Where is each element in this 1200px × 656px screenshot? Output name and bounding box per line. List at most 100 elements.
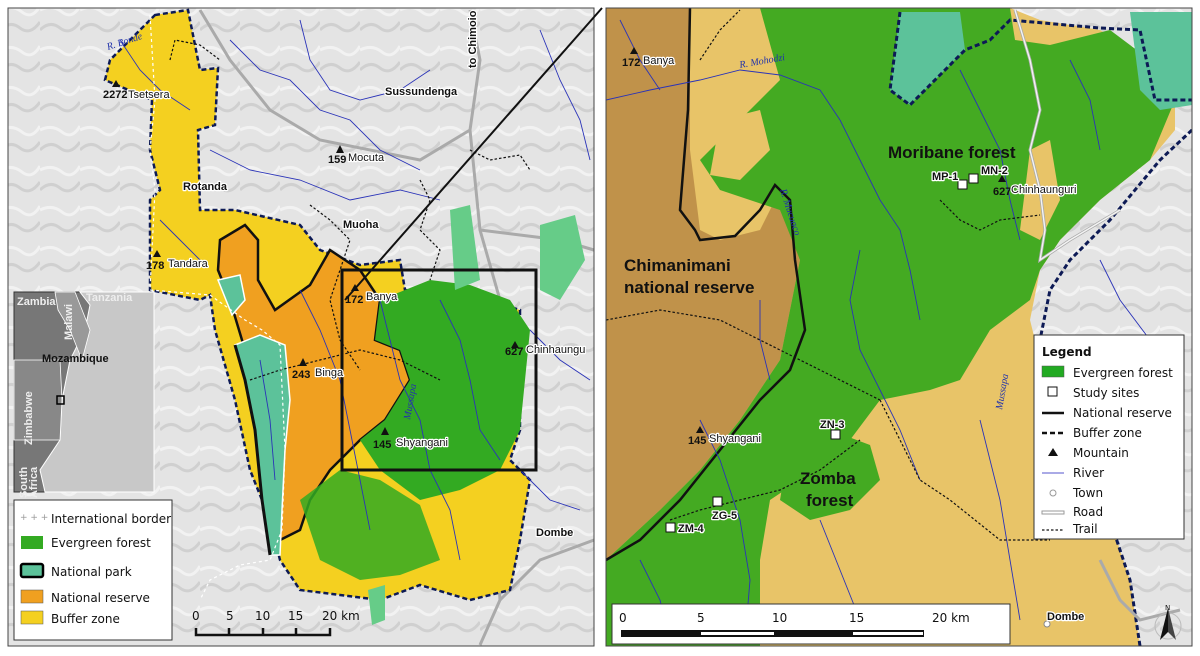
detail-legend: Legend Evergreen forest Study sites Nati… <box>1033 334 1185 540</box>
mountain-icon <box>381 427 389 435</box>
country-label-tanzania: Tanzania <box>86 292 133 304</box>
mountain-icon <box>299 358 307 366</box>
national-reserve-area <box>606 8 810 560</box>
elevation-label: 243 <box>292 369 310 381</box>
study-site-zn-3[interactable]: ZN-3 <box>819 418 846 440</box>
elevation-label: 627 <box>505 346 523 358</box>
north-arrow: N <box>1154 604 1182 640</box>
mountain-icon <box>112 80 120 87</box>
road-south <box>1098 559 1181 622</box>
place-label: Chinhaungu <box>526 344 585 356</box>
legend-item-town: Town <box>1072 486 1103 500</box>
north-arrow-icon <box>1160 608 1168 640</box>
study-site-icon[interactable] <box>712 496 723 507</box>
elevation-label: 145 <box>688 435 706 447</box>
overview-frame <box>7 7 595 647</box>
mountain-chinhaunguri: 627 Chinhaunguri <box>993 175 1078 198</box>
area-label-moribane: Moribane forest <box>888 143 1016 162</box>
elevation-label: 159 <box>328 154 346 166</box>
zoom-extent-box <box>340 268 538 472</box>
legend-title: Legend <box>1042 345 1092 359</box>
study-site-zm-4[interactable]: ZM-4 <box>665 522 706 536</box>
svg-text:ZN-3: ZN-3 <box>820 419 844 431</box>
legend-item-national-reserve: National reserve <box>1073 406 1172 420</box>
overview-scale-bar: 0 5 10 15 20 km <box>192 609 360 637</box>
north-label: N <box>1165 604 1170 612</box>
mountain-banya: 172 Banya <box>622 47 676 69</box>
evergreen-forest-area-south <box>300 470 440 580</box>
area-label-national-reserve: national reserve <box>624 278 754 297</box>
town-label-sussundenga: Sussundenga <box>385 86 458 98</box>
mountain-icon <box>511 341 519 348</box>
study-site-mp-1[interactable]: MP-1 <box>931 170 968 190</box>
country-label-mozambique: Mozambique <box>42 353 109 365</box>
town-label-dombe: Dombe <box>536 527 573 539</box>
mountain-chinhaungu: 627 Chinhaungu <box>505 341 587 358</box>
mountain-tsetsera: 2272 Tsetsera <box>103 80 172 102</box>
national-park-area-2 <box>1130 12 1192 110</box>
detail-map: Moribane forest Chimanimani national res… <box>606 8 1192 646</box>
trails <box>606 9 1050 541</box>
locator-extent-box <box>56 395 65 405</box>
area-label-chimanimani: Chimanimani <box>624 256 731 275</box>
svg-text:MN-2: MN-2 <box>981 165 1008 177</box>
svg-text:ZM-4: ZM-4 <box>678 523 705 535</box>
svg-text:15: 15 <box>288 609 303 623</box>
legend-item-buffer: Buffer zone <box>51 612 120 626</box>
mountain-icon <box>153 250 161 257</box>
study-site-zg-5[interactable]: ZG-5 <box>711 496 738 523</box>
study-site-mn-2[interactable]: MN-2 <box>968 164 1009 184</box>
place-label: Binga <box>315 367 344 379</box>
legend-item-road: Road <box>1073 505 1103 519</box>
place-label: Chinhaunguri <box>1011 184 1076 196</box>
legend-item-reserve: National reserve <box>51 591 150 605</box>
svg-text:10: 10 <box>772 611 787 625</box>
country-label-south: South <box>18 467 30 498</box>
tan-patch-2 <box>710 110 770 180</box>
study-site-icon[interactable] <box>830 429 841 440</box>
svg-text:10: 10 <box>255 609 270 623</box>
svg-text:15: 15 <box>849 611 864 625</box>
country-label-zimbabwe: Zimbabwe <box>23 391 35 445</box>
legend-item-trail: Trail <box>1072 522 1098 536</box>
study-site-icon[interactable] <box>957 179 968 190</box>
mountain-binga: 243 Binga <box>292 358 345 381</box>
svg-text:0: 0 <box>192 609 200 623</box>
study-site-icon[interactable] <box>968 173 979 184</box>
svg-text:20 km: 20 km <box>932 611 970 625</box>
place-label: Banya <box>643 55 675 67</box>
area-label-zomba-forest: forest <box>806 491 854 510</box>
mountain-icon <box>630 47 638 54</box>
legend-item-park: National park <box>51 565 132 579</box>
detail-frame <box>605 7 1193 647</box>
rivers <box>119 19 591 561</box>
locator-map: Zambia Tanzania Malawi Mozambique Zimbab… <box>13 291 155 498</box>
evergreen-forest-outside-3 <box>368 585 385 625</box>
legend-swatch-forest <box>21 536 43 549</box>
place-label: Banya <box>366 291 398 303</box>
town-label-rotanda: Rotanda <box>183 181 228 193</box>
svg-text:5: 5 <box>226 609 234 623</box>
svg-text:MP-1: MP-1 <box>932 171 958 183</box>
international-border <box>149 14 286 601</box>
legend-swatch-buffer <box>20 610 44 625</box>
evergreen-forest-area <box>360 280 530 500</box>
area-label-zomba: Zomba <box>800 469 856 488</box>
zoom-connector-line <box>344 7 603 301</box>
country-label-africa: Africa <box>28 466 40 498</box>
evergreen-forest-zomba <box>780 430 880 520</box>
svg-text:0: 0 <box>619 611 627 625</box>
trails <box>169 39 531 381</box>
legend-swatch-reserve <box>20 589 44 604</box>
mountain-shyangani: 145 Shyangani <box>373 427 449 451</box>
study-site-icon[interactable] <box>665 522 676 533</box>
place-label: Mocuta <box>348 152 385 164</box>
country-label-zambia: Zambia <box>17 296 56 308</box>
legend-item-forest: Evergreen forest <box>51 536 151 550</box>
elevation-label: 627 <box>993 186 1011 198</box>
legend-swatch-park <box>19 562 45 579</box>
rivers <box>606 19 1171 641</box>
country-label-malawi: Malawi <box>63 304 75 340</box>
town-icon <box>1043 620 1051 628</box>
